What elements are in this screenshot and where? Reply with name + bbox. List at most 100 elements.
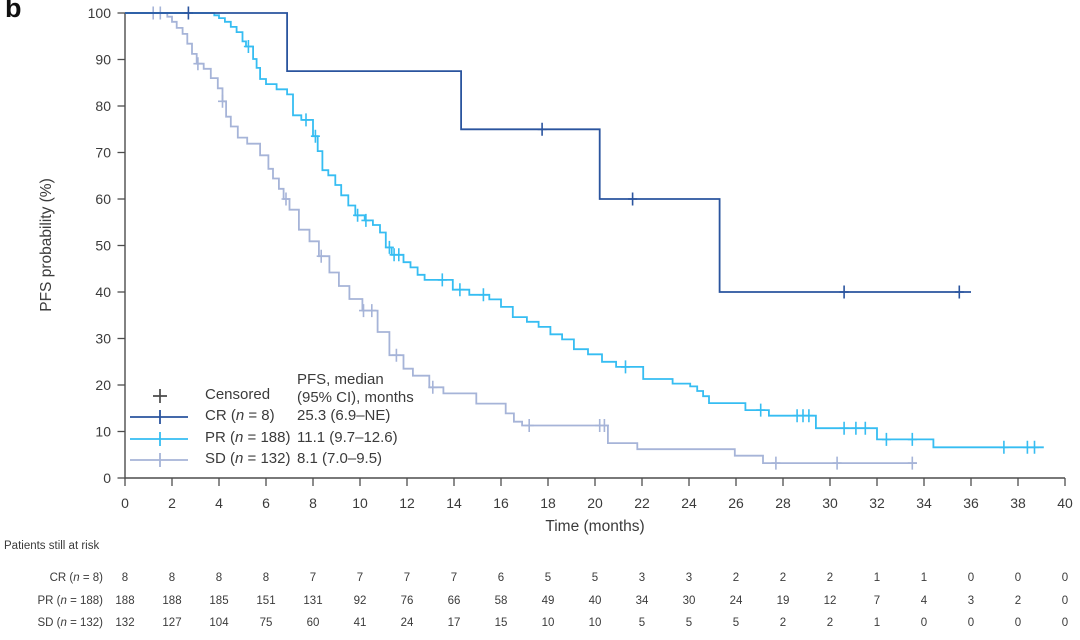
risk-row-label-cr: CR (n = 8) xyxy=(49,572,103,584)
risk-count-sd: 0 xyxy=(920,617,928,629)
risk-count-cr: 7 xyxy=(356,572,364,584)
risk-count-pr: 2 xyxy=(1014,594,1022,607)
risk-count-cr: 7 xyxy=(450,572,458,584)
x-tick-label: 16 xyxy=(493,495,509,511)
pr-censor-marks xyxy=(243,40,1039,454)
risk-count-sd: 2 xyxy=(779,617,787,629)
risk-count-pr: 151 xyxy=(256,594,276,607)
risk-count-pr: 40 xyxy=(588,594,602,607)
legend-row-sd: SD (n = 132) 8.1 (7.0–9.5) xyxy=(130,449,470,471)
risk-count-cr: 6 xyxy=(497,572,505,584)
x-tick-label: 26 xyxy=(728,495,744,511)
risk-count-cr: 7 xyxy=(309,572,317,584)
risk-count-pr: 76 xyxy=(400,594,414,607)
legend-swatch-cr xyxy=(130,406,205,428)
risk-count-pr: 34 xyxy=(635,594,649,607)
risk-count-cr: 5 xyxy=(591,572,599,584)
risk-count-sd: 104 xyxy=(209,617,229,629)
risk-count-sd: 5 xyxy=(732,617,740,629)
x-tick-label: 34 xyxy=(916,495,932,511)
legend-row-cr: CR (n = 8) 25.3 (6.9–NE) xyxy=(130,406,470,428)
risk-count-cr: 8 xyxy=(215,572,223,584)
legend-value-pr: 11.1 (9.7–12.6) xyxy=(297,429,398,446)
risk-count-pr: 185 xyxy=(209,594,229,607)
risk-count-pr: 188 xyxy=(115,594,135,607)
x-tick-label: 8 xyxy=(309,495,317,511)
risk-count-sd: 0 xyxy=(1014,617,1022,629)
risk-count-cr: 5 xyxy=(544,572,552,584)
risk-count-sd: 127 xyxy=(162,617,182,629)
risk-count-cr: 1 xyxy=(920,572,928,584)
censored-plus-icon xyxy=(130,385,205,407)
legend-value-cr: 25.3 (6.9–NE) xyxy=(297,407,391,424)
risk-count-sd: 17 xyxy=(447,617,461,629)
risk-row-label-pr: PR (n = 188) xyxy=(37,594,103,607)
risk-count-sd: 132 xyxy=(115,617,135,629)
legend: PFS, median (95% CI), months Censored CR… xyxy=(130,370,470,474)
risk-count-sd: 0 xyxy=(1061,617,1069,629)
risk-count-pr: 3 xyxy=(967,594,975,607)
risk-count-cr: 8 xyxy=(168,572,176,584)
y-axis-title: PFS probability (%) xyxy=(38,178,55,312)
risk-count-cr: 1 xyxy=(873,572,881,584)
risk-count-cr: 0 xyxy=(1014,572,1022,584)
risk-count-pr: 131 xyxy=(303,594,323,607)
risk-count-cr: 3 xyxy=(685,572,693,584)
risk-count-pr: 188 xyxy=(162,594,182,607)
y-axis: 0 10 20 30 40 50 60 70 80 90 100 xyxy=(88,5,125,486)
y-tick-label: 0 xyxy=(103,470,111,486)
risk-count-cr: 3 xyxy=(638,572,646,584)
legend-label-cr: CR (n = 8) xyxy=(205,407,275,424)
y-tick-label: 10 xyxy=(95,424,111,440)
legend-value-sd: 8.1 (7.0–9.5) xyxy=(297,450,383,467)
risk-count-sd: 5 xyxy=(638,617,646,629)
pr-line-swatch xyxy=(130,432,188,446)
risk-count-pr: 0 xyxy=(1061,594,1069,607)
x-tick-label: 28 xyxy=(775,495,791,511)
risk-count-pr: 7 xyxy=(873,594,881,607)
risk-count-cr: 8 xyxy=(262,572,270,584)
legend-swatch-sd xyxy=(130,449,205,471)
risk-count-sd: 15 xyxy=(494,617,508,629)
risk-count-cr: 0 xyxy=(1061,572,1069,584)
risk-count-sd: 41 xyxy=(353,617,367,629)
risk-count-sd: 1 xyxy=(873,617,881,629)
y-tick-label: 20 xyxy=(95,377,111,393)
risk-count-cr: 0 xyxy=(967,572,975,584)
km-chart: 0 2 4 6 8 10 12 14 16 18 20 22 24 26 28 30 32 34 36 38 40010… xyxy=(88,5,1073,511)
y-tick-label: 30 xyxy=(95,331,111,347)
x-tick-label: 32 xyxy=(869,495,885,511)
risk-count-pr: 30 xyxy=(682,594,696,607)
risk-count-sd: 75 xyxy=(259,617,273,629)
risk-count-pr: 24 xyxy=(729,594,743,607)
risk-count-pr: 12 xyxy=(823,594,837,607)
risk-count-sd: 10 xyxy=(541,617,555,629)
risk-count-pr: 4 xyxy=(920,594,928,607)
x-tick-label: 20 xyxy=(587,495,603,511)
y-tick-label: 60 xyxy=(95,191,111,207)
risk-count-cr: 2 xyxy=(732,572,740,584)
risk-count-cr: 7 xyxy=(403,572,411,584)
x-tick-label: 0 xyxy=(121,495,129,511)
risk-count-sd: 24 xyxy=(400,617,414,629)
legend-row-censored: Censored xyxy=(130,385,470,407)
y-tick-label: 50 xyxy=(95,238,111,254)
risk-count-pr: 19 xyxy=(776,594,790,607)
risk-count-cr: 2 xyxy=(826,572,834,584)
risk-count-sd: 0 xyxy=(967,617,975,629)
x-tick-label: 14 xyxy=(446,495,462,511)
x-tick-label: 12 xyxy=(399,495,415,511)
y-tick-label: 90 xyxy=(95,52,111,68)
risk-count-pr: 66 xyxy=(447,594,461,607)
x-tick-label: 4 xyxy=(215,495,223,511)
legend-median-header-line1: PFS, median xyxy=(297,371,384,388)
legend-swatch-pr xyxy=(130,428,205,450)
risk-count-pr: 58 xyxy=(494,594,508,607)
x-axis-title: Time (months) xyxy=(545,518,645,535)
risk-table-title: Patients still at risk xyxy=(4,540,100,552)
legend-label-censored: Censored xyxy=(205,386,271,403)
x-axis: 0 2 4 6 8 10 12 14 16 18 20 22 24 26 28 30 32 34 36 38 40 xyxy=(121,478,1073,511)
risk-count-cr: 2 xyxy=(779,572,787,584)
risk-count-sd: 5 xyxy=(685,617,693,629)
cr-curve xyxy=(125,12,971,293)
